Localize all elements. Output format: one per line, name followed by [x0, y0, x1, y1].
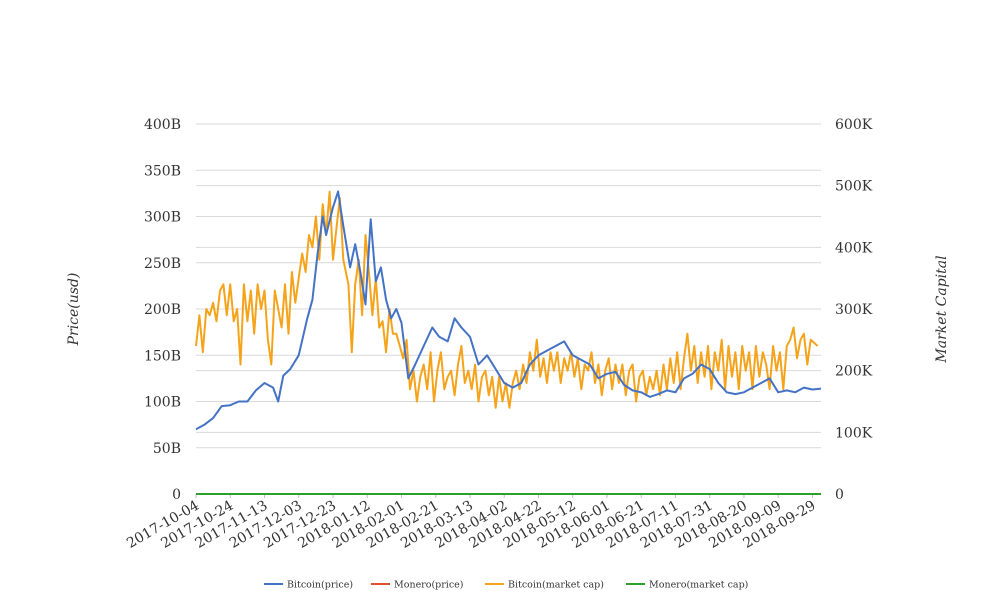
legend-label: Monero(price): [394, 580, 463, 591]
y2-axis-title: Market Capital: [934, 255, 950, 363]
y-tick-label: 250B: [144, 256, 181, 272]
y-tick-label: 50B: [153, 441, 181, 457]
y2-tick-label: 600K: [835, 117, 873, 133]
right-y-axis: 0 100K 200K 300K 400K 500K 600K: [835, 117, 873, 503]
y-tick-label: 150B: [144, 348, 181, 364]
y2-tick-label: 0: [835, 487, 844, 503]
left-y-axis: 0 50B 100B 150B 200B 250B 300B 350B 400B: [144, 117, 181, 503]
series-lines: [195, 190, 822, 495]
x-axis: 2017-10-042017-10-242017-11-132017-12-03…: [124, 494, 818, 552]
series-line-bitcoin-market-cap: [195, 190, 819, 409]
y-axis-title: Price(usd): [66, 273, 82, 347]
legend-label: Bitcoin(price): [287, 580, 353, 591]
y-tick-label: 400B: [144, 117, 181, 133]
series-line-bitcoin-price: [195, 190, 822, 431]
y2-tick-label: 500K: [835, 179, 873, 195]
y-tick-label: 350B: [144, 163, 181, 179]
y2-tick-label: 100K: [835, 425, 873, 441]
y2-tick-label: 200K: [835, 364, 873, 380]
y-tick-label: 300B: [144, 210, 181, 226]
y-tick-label: 100B: [144, 395, 181, 411]
y-tick-label: 0: [172, 487, 181, 503]
legend-label: Bitcoin(market cap): [508, 580, 604, 591]
legend-label: Monero(market cap): [649, 580, 748, 591]
y-tick-label: 200B: [144, 302, 181, 318]
y2-tick-label: 300K: [835, 302, 873, 318]
y2-tick-label: 400K: [835, 240, 873, 256]
legend: Bitcoin(price) Monero(price) Bitcoin(marke…: [264, 580, 748, 591]
